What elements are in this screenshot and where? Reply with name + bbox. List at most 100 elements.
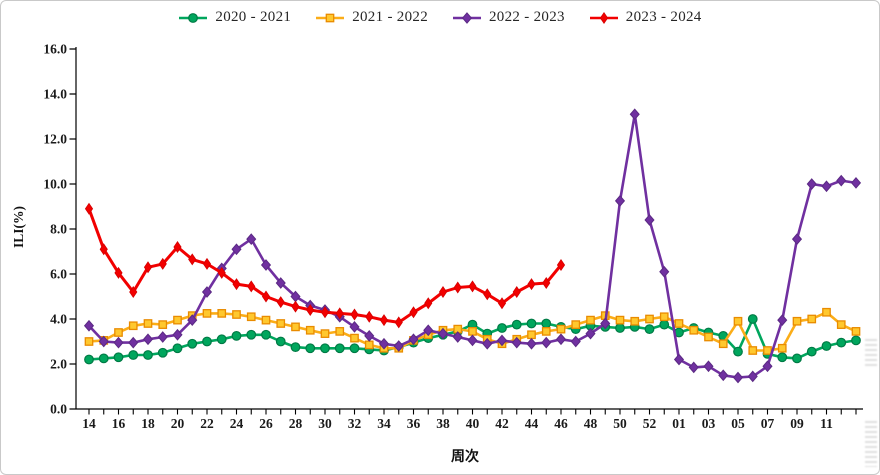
data-point-marker xyxy=(630,316,640,326)
data-point-marker xyxy=(157,331,168,343)
data-point-marker xyxy=(763,346,772,355)
data-point-marker xyxy=(659,319,670,330)
data-point-marker xyxy=(232,278,241,291)
data-point-marker xyxy=(202,336,212,347)
data-point-marker xyxy=(187,338,198,349)
data-point-marker xyxy=(526,318,537,329)
data-point-marker xyxy=(260,259,272,271)
data-point-marker xyxy=(231,243,242,256)
legend-item-2023-2024: 2023 - 2024 xyxy=(589,9,702,26)
data-point-marker xyxy=(409,306,418,319)
data-point-marker xyxy=(541,318,552,329)
square-legend-marker-icon xyxy=(316,13,345,22)
data-point-marker xyxy=(291,322,300,332)
x-tick-label: 24 xyxy=(230,416,244,431)
data-point-marker xyxy=(511,336,522,349)
series-2021-2022 xyxy=(84,307,861,355)
x-tick-label: 09 xyxy=(790,416,804,431)
diamond-legend-marker-icon xyxy=(453,11,481,24)
data-point-marker xyxy=(659,312,669,322)
data-point-marker xyxy=(305,325,315,335)
data-point-marker xyxy=(325,13,335,22)
data-point-marker xyxy=(128,350,139,360)
y-axis-label: ILI(%) xyxy=(11,205,26,249)
data-point-marker xyxy=(276,319,286,328)
data-point-marker xyxy=(762,360,773,373)
data-point-marker xyxy=(379,314,389,327)
data-point-marker xyxy=(350,333,359,343)
y-tick-label: 4.0 xyxy=(50,312,67,327)
y-tick-label: 12.0 xyxy=(43,132,67,147)
x-tick-label: 32 xyxy=(348,416,362,431)
data-point-marker xyxy=(836,320,846,329)
x-tick-label: 28 xyxy=(289,416,303,431)
data-point-marker xyxy=(718,339,728,349)
data-point-marker xyxy=(128,336,139,349)
legend-item-2022-2023: 2022 - 2023 xyxy=(452,9,565,26)
data-point-marker xyxy=(822,307,831,317)
x-tick-label: 50 xyxy=(613,416,627,431)
data-point-marker xyxy=(246,329,257,340)
data-point-marker xyxy=(129,285,138,299)
data-point-marker xyxy=(747,314,758,324)
legend-label: 2021 - 2022 xyxy=(352,9,428,25)
data-point-marker xyxy=(526,337,537,350)
data-point-marker xyxy=(482,337,493,350)
data-point-marker xyxy=(98,335,109,348)
data-point-marker xyxy=(143,261,153,274)
series-2020-2021 xyxy=(84,314,861,365)
data-point-marker xyxy=(777,352,788,363)
data-point-marker xyxy=(704,332,713,342)
data-point-marker xyxy=(851,335,861,346)
data-point-marker xyxy=(511,319,522,330)
data-point-marker xyxy=(733,316,743,326)
data-point-marker xyxy=(483,288,492,301)
data-point-marker xyxy=(261,315,271,325)
x-tick-label: 16 xyxy=(112,416,126,431)
data-point-marker xyxy=(305,343,316,354)
data-point-marker xyxy=(688,361,699,374)
data-point-marker xyxy=(806,346,817,357)
data-point-marker xyxy=(496,334,508,347)
data-point-marker xyxy=(158,257,167,270)
data-point-marker xyxy=(217,309,227,318)
data-point-marker xyxy=(306,303,315,317)
data-point-marker xyxy=(821,180,832,193)
data-point-marker xyxy=(393,340,404,352)
x-axis-label: 周次 xyxy=(451,450,479,465)
data-point-marker xyxy=(629,108,640,121)
data-point-marker xyxy=(615,315,625,325)
data-point-marker xyxy=(113,352,124,363)
legend-item-2020-2021: 2020 - 2021 xyxy=(178,9,291,26)
data-point-marker xyxy=(349,343,360,354)
x-tick-label: 30 xyxy=(318,416,332,431)
data-point-marker xyxy=(512,285,521,299)
y-tick-label: 6.0 xyxy=(50,267,67,282)
y-tick-label: 8.0 xyxy=(50,222,67,237)
data-point-marker xyxy=(276,296,285,309)
data-point-marker xyxy=(365,310,374,323)
data-point-marker xyxy=(378,337,390,350)
x-tick-label: 40 xyxy=(466,416,480,431)
data-point-marker xyxy=(423,324,434,337)
legend-item-2021-2022: 2021 - 2022 xyxy=(315,9,428,26)
x-tick-label: 07 xyxy=(761,416,775,431)
data-point-marker xyxy=(84,202,94,215)
data-point-marker xyxy=(527,330,536,340)
data-point-marker xyxy=(84,337,94,346)
data-point-marker xyxy=(188,12,199,23)
x-tick-label: 26 xyxy=(259,416,273,431)
data-point-marker xyxy=(99,243,108,256)
y-tick-label: 2.0 xyxy=(50,357,67,372)
data-point-marker xyxy=(143,350,153,360)
data-point-marker xyxy=(452,331,463,343)
x-tick-label: 03 xyxy=(702,416,716,431)
data-point-marker xyxy=(644,324,655,335)
data-point-marker xyxy=(807,314,817,324)
data-point-marker xyxy=(83,319,95,332)
data-point-marker xyxy=(836,337,847,348)
data-point-marker xyxy=(689,325,699,335)
data-point-marker xyxy=(424,297,433,310)
data-point-marker xyxy=(792,353,802,364)
x-tick-label: 52 xyxy=(643,416,657,431)
